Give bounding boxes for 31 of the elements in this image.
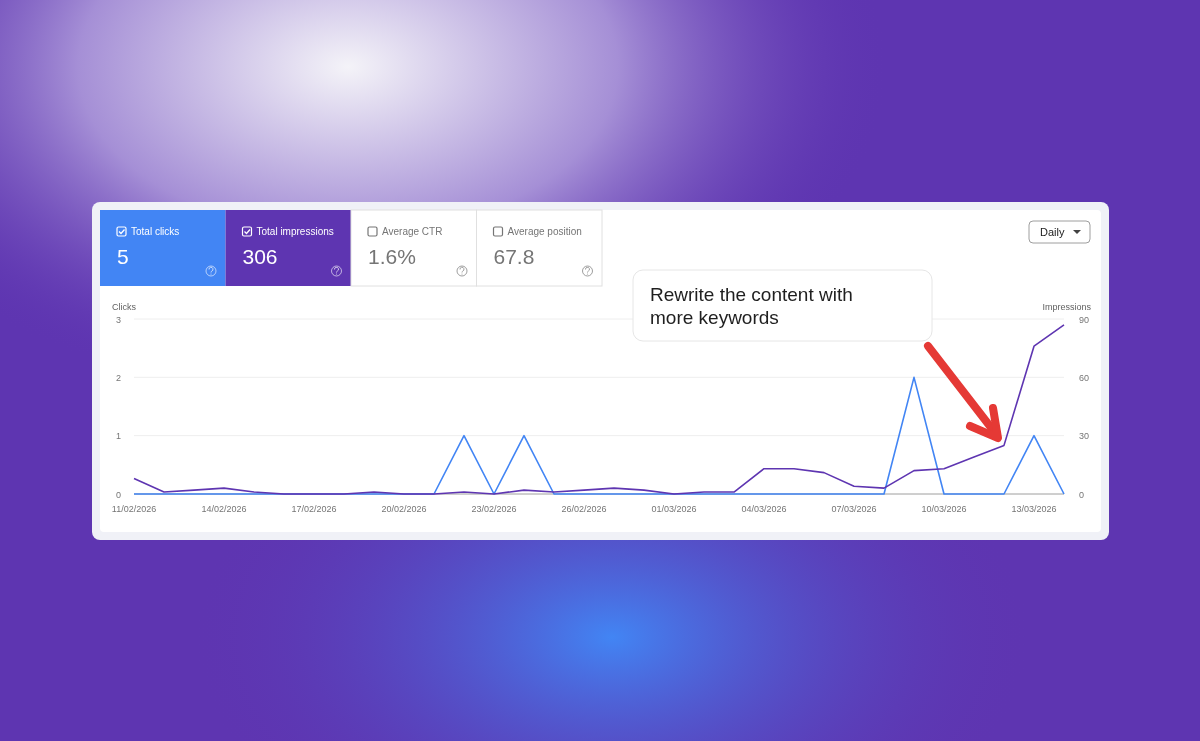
y-axis-title: Clicks: [112, 302, 137, 312]
text: 306: [242, 245, 278, 268]
y2-tick-label: 30: [1079, 431, 1090, 442]
category-label: Average CTR: [382, 226, 443, 237]
y2-tick-label: 90: [1079, 314, 1090, 325]
y-tick-label: 1: [115, 431, 121, 442]
category-label: Total clicks: [131, 226, 180, 237]
text: Daily: [1040, 226, 1065, 238]
x-tick-label: 07/03/2026: [831, 504, 877, 514]
y2-axis-title: Impressions: [1042, 302, 1092, 312]
x-tick-label: 17/02/2026: [291, 504, 337, 514]
x-tick-label: 20/02/2026: [381, 504, 427, 514]
y-tick-label: 0: [115, 489, 121, 500]
x-tick-label: 01/03/2026: [651, 504, 697, 514]
x-tick-label: 26/02/2026: [561, 504, 607, 514]
text: 5: [117, 245, 129, 268]
category-label: Total impressions: [256, 226, 334, 237]
x-tick-label: 23/02/2026: [471, 504, 517, 514]
x-tick-label: 10/03/2026: [921, 504, 967, 514]
text: 1.6%: [368, 245, 416, 268]
y2-tick-label: 60: [1079, 372, 1090, 383]
y-tick-label: 2: [115, 372, 121, 383]
text: 67.8: [493, 245, 535, 268]
y-tick-label: 3: [115, 314, 121, 325]
x-tick-label: 04/03/2026: [741, 504, 787, 514]
x-tick-label: 11/02/2026: [111, 504, 157, 514]
annotation: Rewrite the content with more keywords: [650, 284, 853, 328]
category-label: Average position: [507, 226, 582, 237]
x-tick-label: 14/02/2026: [201, 504, 247, 514]
y2-tick-label: 0: [1079, 489, 1085, 500]
x-tick-label: 13/03/2026: [1011, 504, 1057, 514]
